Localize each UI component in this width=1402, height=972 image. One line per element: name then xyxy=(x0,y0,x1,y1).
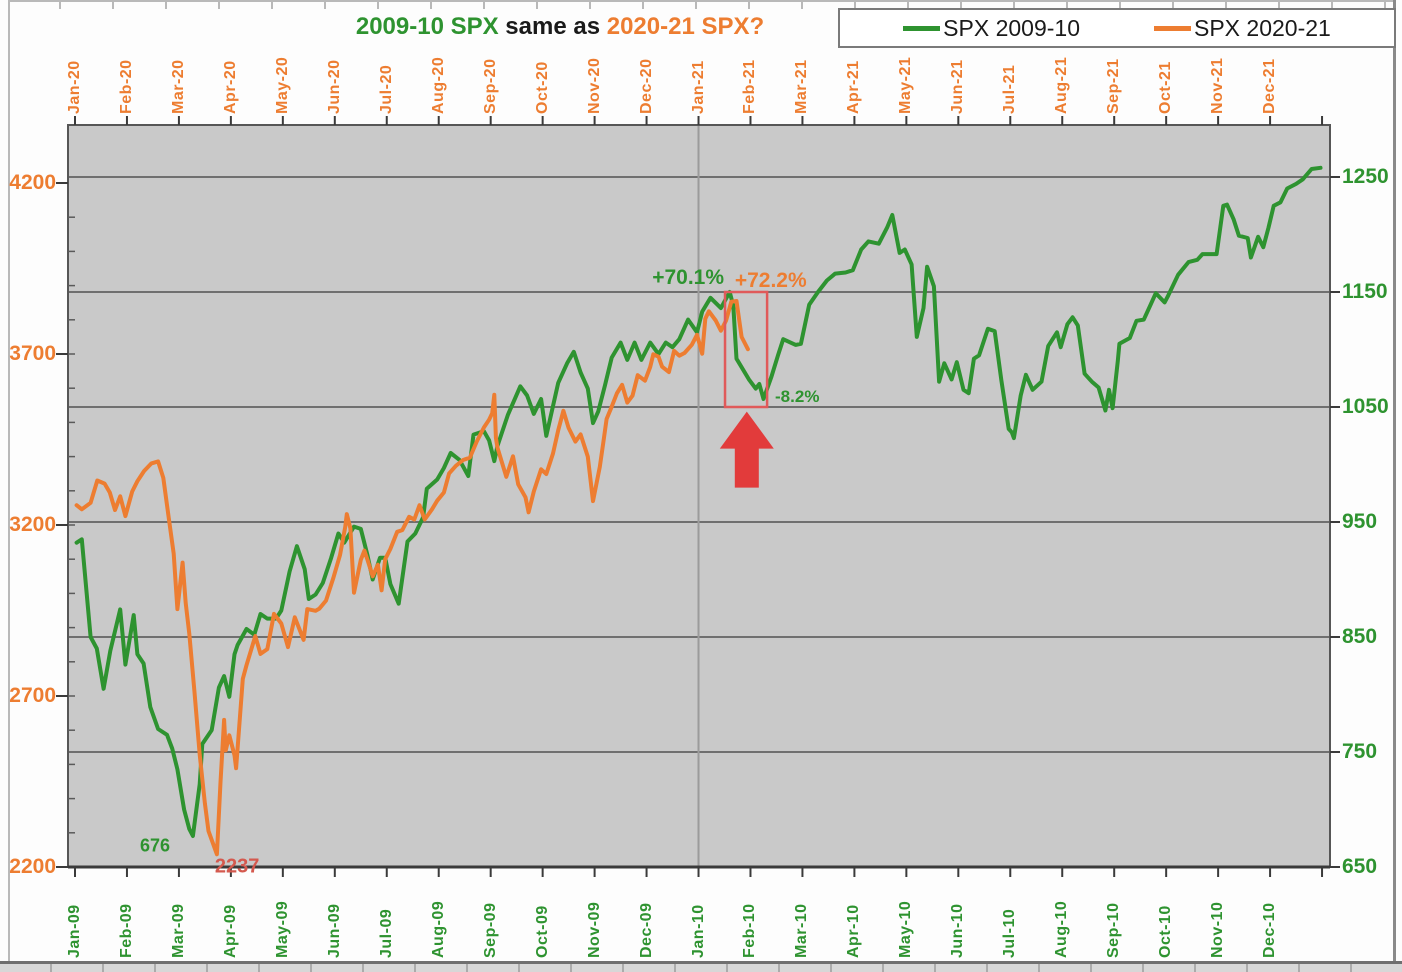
left-axis-value: 2200 xyxy=(9,855,56,878)
title-black-part: same as xyxy=(498,13,607,40)
red-up-arrow-icon xyxy=(719,411,774,488)
right-axis-value: 1250 xyxy=(1342,165,1389,188)
highlight-box xyxy=(723,290,769,409)
annotation-gain-2009: +70.1% xyxy=(652,266,725,290)
legend-item-spx-2020-21: SPX 2020-21 xyxy=(1154,15,1331,42)
right-axis-value: 650 xyxy=(1342,855,1378,878)
right-axis-value: 750 xyxy=(1342,740,1378,763)
left-axis-value: 4200 xyxy=(9,171,56,194)
green-line-swatch xyxy=(903,25,941,31)
chart-title: 2009-10 SPX same as 2020-21 SPX? xyxy=(160,13,960,41)
left-axis-value: 2700 xyxy=(9,684,56,707)
right-axis-value: 1150 xyxy=(1342,280,1388,303)
top-tick-strip xyxy=(8,0,1396,9)
chart-legend: SPX 2009-10 SPX 2020-21 xyxy=(838,8,1396,48)
bottom-tick-strip xyxy=(0,961,1402,972)
title-orange-part: 2020-21 SPX? xyxy=(606,13,765,40)
annotation-gain-2020: +72.2% xyxy=(734,269,807,293)
title-green-part: 2009-10 SPX xyxy=(355,13,499,40)
left-axis-value: 3200 xyxy=(9,513,56,536)
legend-label: SPX 2009-10 xyxy=(943,14,1080,41)
legend-item-spx-2009-10: SPX 2009-10 xyxy=(903,15,1080,42)
annotation-drawdown: -8.2% xyxy=(775,386,820,406)
series-line-spx-2020-21 xyxy=(74,299,750,857)
right-axis-value: 850 xyxy=(1342,625,1378,648)
left-border-line xyxy=(8,0,10,961)
right-axis-value: 950 xyxy=(1342,510,1378,533)
orange-line-swatch xyxy=(1154,25,1191,31)
left-axis-value: 3700 xyxy=(9,342,56,365)
legend-label: SPX 2020-21 xyxy=(1194,14,1331,41)
right-border-line xyxy=(1393,0,1396,961)
right-axis-value: 1050 xyxy=(1342,395,1389,418)
annotation-low-2237: 2237 xyxy=(214,855,260,878)
annotation-low-676: 676 xyxy=(139,835,171,856)
